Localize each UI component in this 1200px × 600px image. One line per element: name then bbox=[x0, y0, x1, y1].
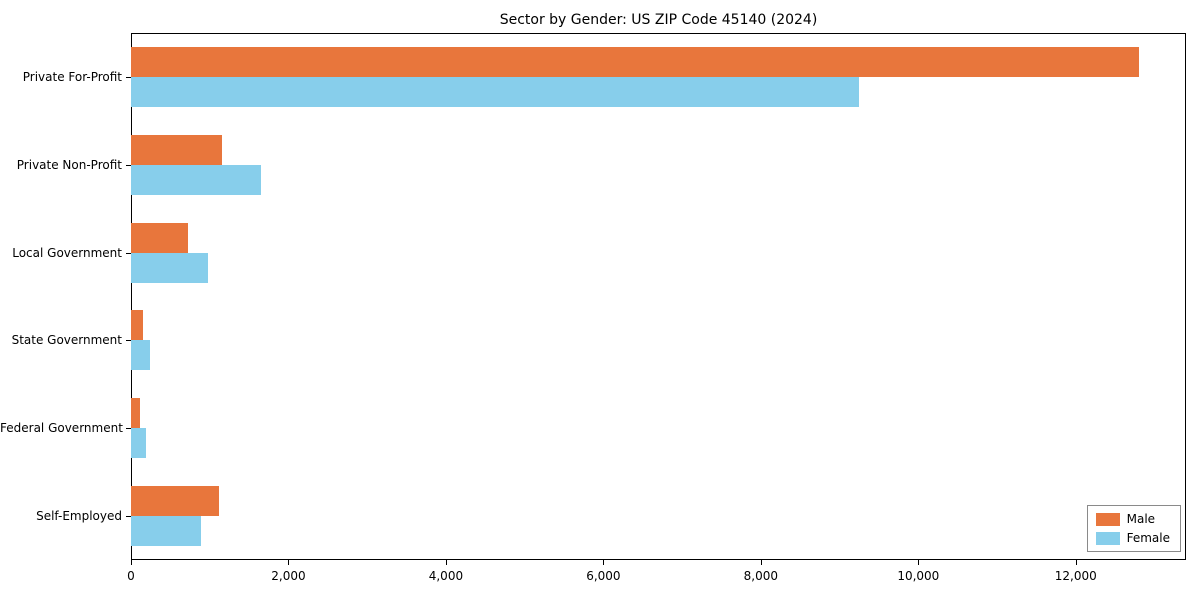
y-axis-tick bbox=[126, 76, 131, 78]
y-axis-tick bbox=[126, 428, 131, 430]
bar-female-3 bbox=[131, 340, 150, 371]
x-axis-tick bbox=[131, 560, 132, 565]
x-axis-tick bbox=[1075, 560, 1077, 565]
x-axis-tick bbox=[445, 560, 447, 565]
plot-area bbox=[131, 33, 1186, 560]
y-axis-tick bbox=[126, 340, 131, 342]
chart-title: Sector by Gender: US ZIP Code 45140 (202… bbox=[499, 12, 818, 28]
y-axis-label: Self-Employed bbox=[36, 509, 122, 524]
bar-male-4 bbox=[131, 398, 141, 429]
y-axis-tick bbox=[126, 164, 131, 166]
y-axis-label: State Government bbox=[11, 333, 122, 348]
legend-label: Female bbox=[1126, 531, 1170, 545]
x-axis-tick bbox=[918, 560, 920, 565]
x-axis-tick-label: 4,000 bbox=[428, 569, 464, 583]
x-axis-tick bbox=[760, 560, 762, 565]
x-axis-tick bbox=[603, 560, 605, 565]
x-axis-tick-label: 8,000 bbox=[743, 569, 779, 583]
bar-female-1 bbox=[131, 164, 261, 195]
y-axis-label: Private Non-Profit bbox=[16, 157, 122, 172]
bar-female-0 bbox=[131, 76, 860, 107]
x-axis-tick-label: 0 bbox=[127, 569, 135, 583]
bar-male-3 bbox=[131, 310, 143, 341]
y-axis-label: Federal Government bbox=[0, 421, 123, 436]
legend-label: Male bbox=[1126, 512, 1156, 526]
x-axis-tick-label: 2,000 bbox=[271, 569, 306, 583]
legend: Male Female bbox=[1086, 505, 1181, 552]
bar-female-4 bbox=[131, 428, 146, 459]
bar-male-2 bbox=[131, 222, 189, 253]
legend-item-male: Male bbox=[1095, 512, 1170, 526]
bar-male-5 bbox=[131, 486, 220, 517]
y-axis-label: Private For-Profit bbox=[22, 69, 122, 84]
bar-female-2 bbox=[131, 252, 209, 283]
bar-male-1 bbox=[131, 134, 222, 165]
x-axis-tick-label: 6,000 bbox=[586, 569, 621, 583]
x-axis-tick-label: 12,000 bbox=[1054, 569, 1097, 583]
bar-male-0 bbox=[131, 46, 1139, 77]
x-axis-tick-label: 10,000 bbox=[897, 569, 940, 583]
legend-swatch-female bbox=[1095, 531, 1120, 545]
legend-swatch-male bbox=[1095, 512, 1120, 526]
y-axis-tick bbox=[126, 252, 131, 254]
x-axis-tick bbox=[288, 560, 290, 565]
y-axis-tick bbox=[126, 516, 131, 518]
bar-female-5 bbox=[131, 516, 202, 547]
legend-item-female: Female bbox=[1095, 531, 1170, 545]
y-axis-label: Local Government bbox=[12, 245, 122, 260]
